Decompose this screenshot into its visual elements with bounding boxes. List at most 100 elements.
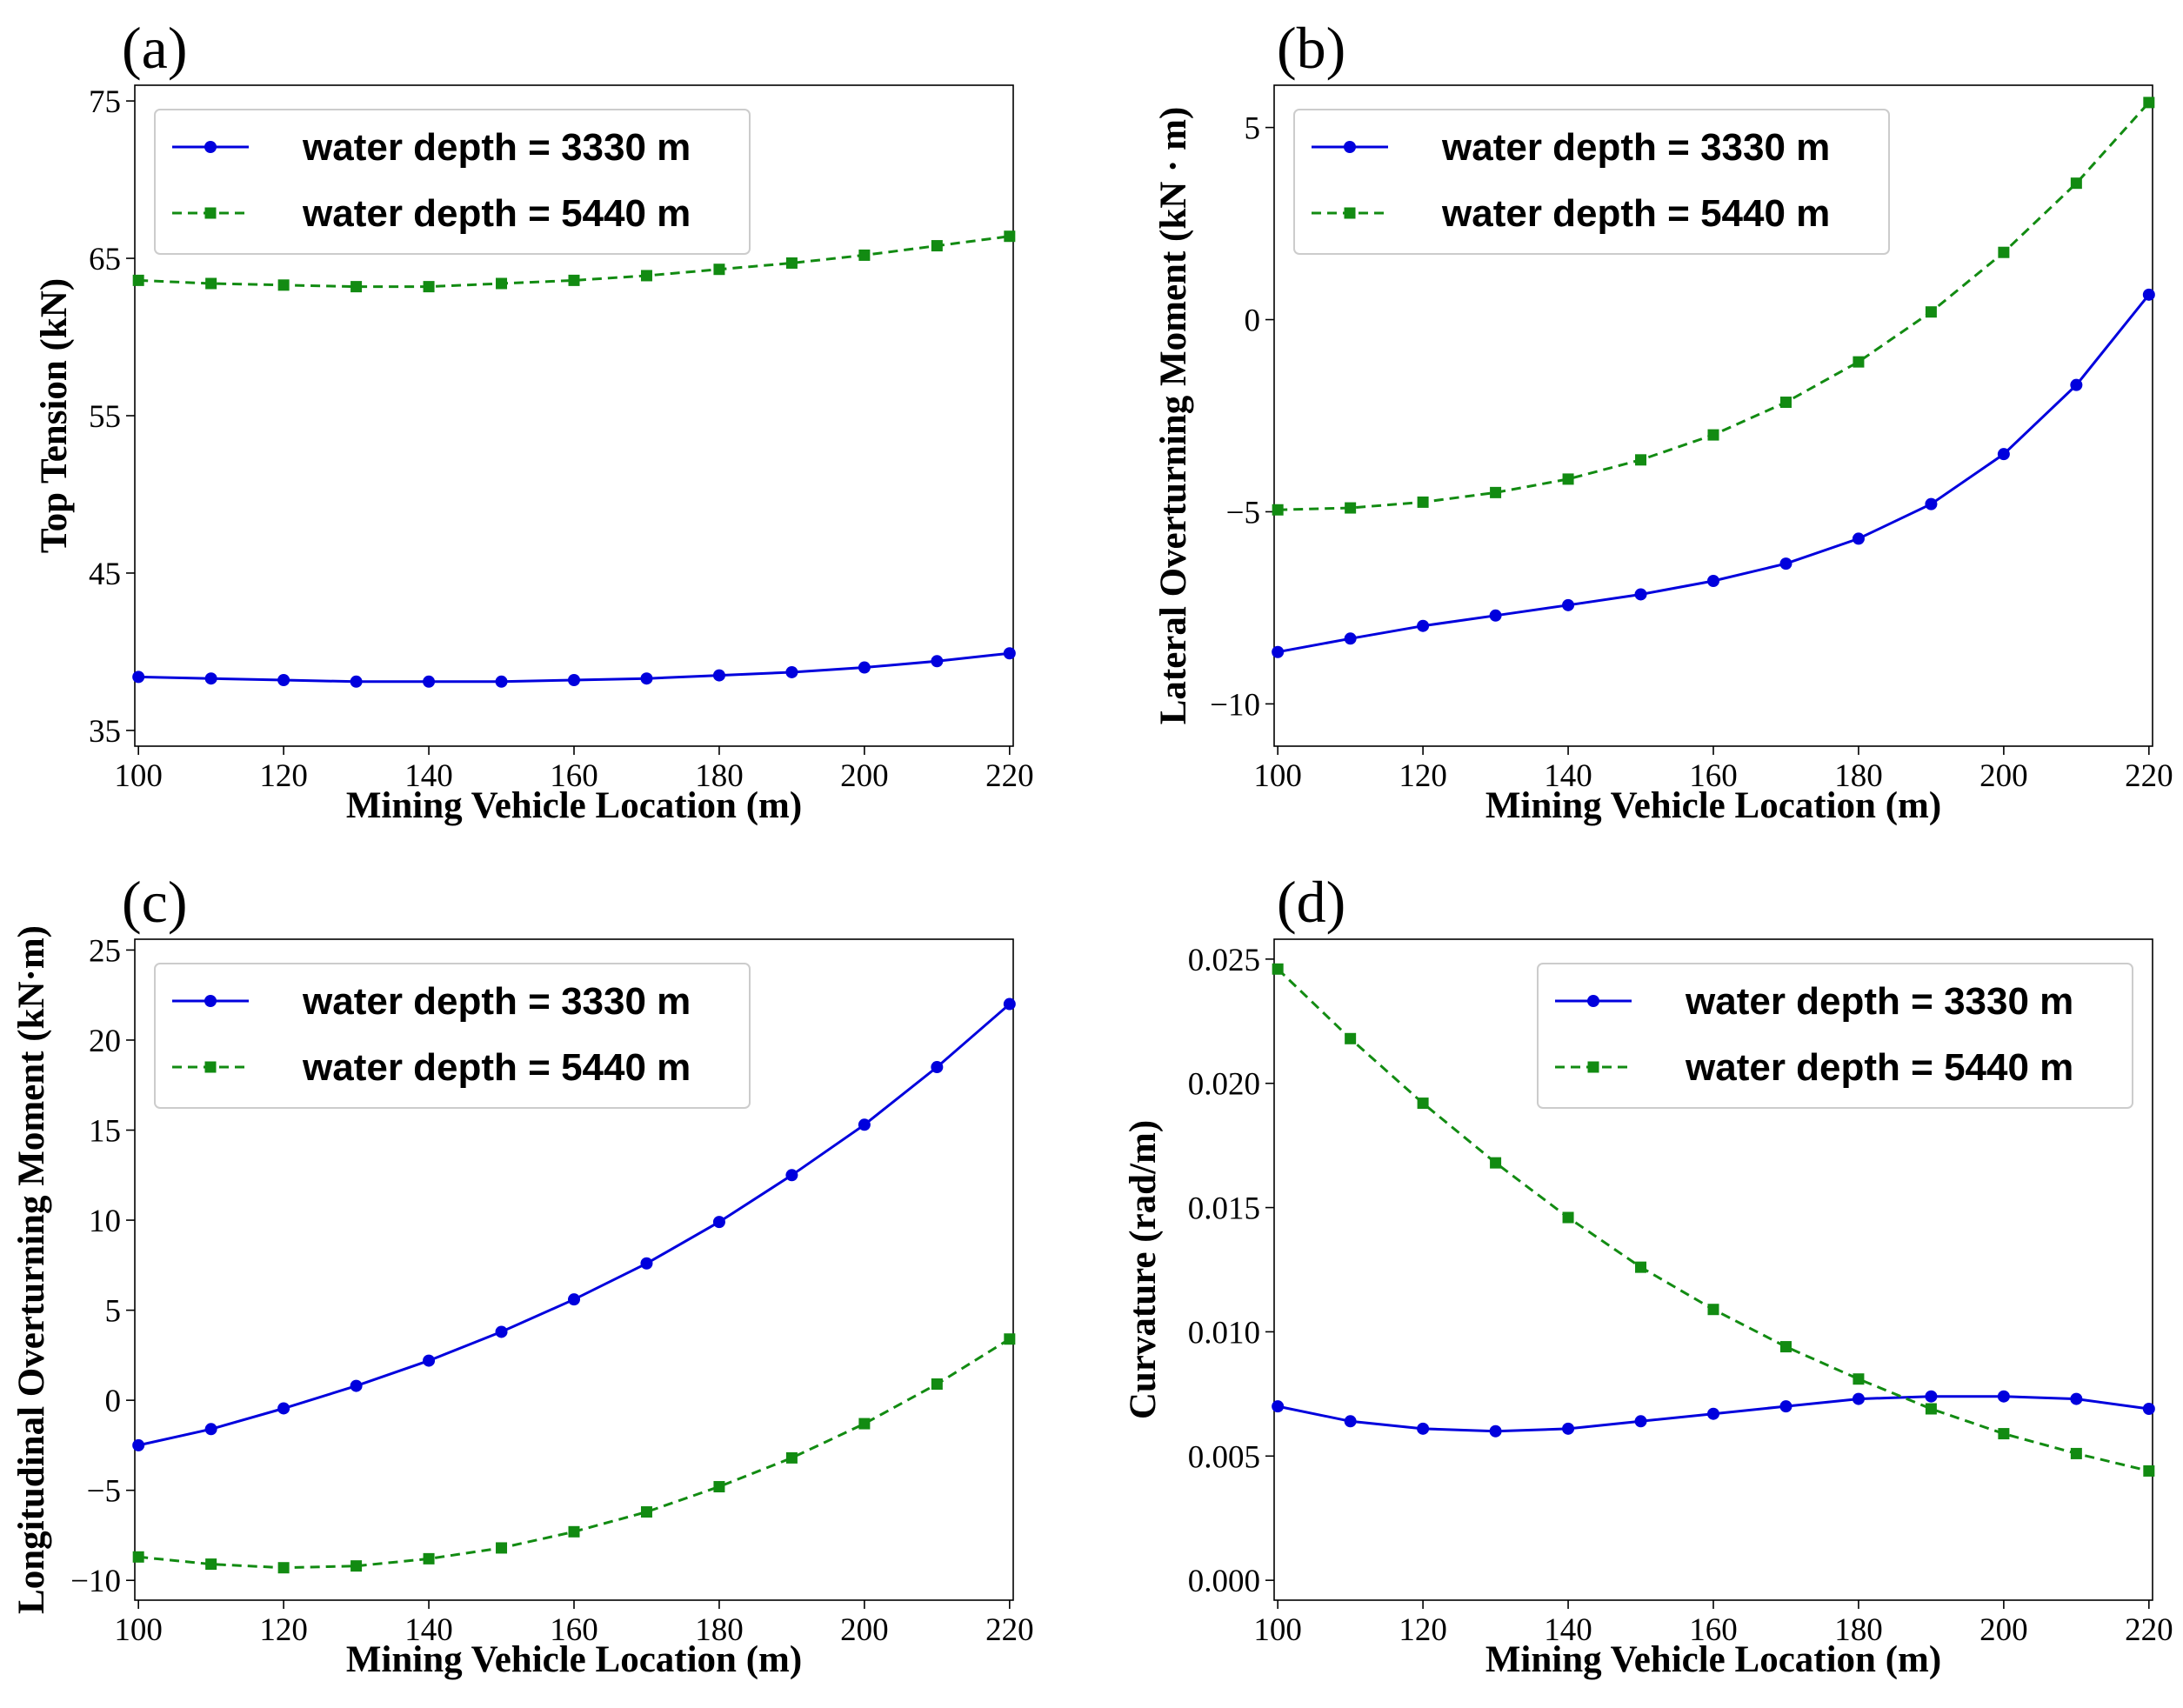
- data-point: [1272, 504, 1284, 516]
- x-tick-label: 200: [1979, 758, 2028, 794]
- x-tick-label: 100: [114, 1612, 163, 1648]
- data-point: [204, 672, 217, 685]
- x-tick-label: 180: [695, 1612, 744, 1648]
- data-point: [1003, 647, 1016, 660]
- data-point: [350, 1379, 363, 1392]
- data-point: [423, 1552, 435, 1565]
- series-line-1: [1277, 293, 2150, 654]
- data-point: [2143, 97, 2155, 109]
- x-tick-label: 180: [695, 758, 744, 794]
- y-tick-label: 5: [1245, 111, 1261, 147]
- legend: water depth = 3330 m water depth = 5440 m: [154, 963, 751, 1109]
- y-tick-label: −10: [1210, 687, 1260, 723]
- data-point: [2070, 1392, 2083, 1405]
- y-tick-label: −5: [87, 1474, 121, 1510]
- legend-box: [154, 109, 751, 255]
- data-point: [1779, 557, 1792, 570]
- data-point: [858, 249, 871, 261]
- x-tick-label: 140: [1544, 758, 1592, 794]
- data-point: [1925, 306, 1937, 318]
- data-point: [1345, 502, 1357, 514]
- data-point: [858, 1418, 871, 1430]
- panel-label: (d): [1277, 869, 1345, 935]
- data-point: [1490, 486, 1502, 498]
- chart-panel-d: 100 120 140 160 180 200 220 0.000 0.005 0.010 0.01…: [1123, 869, 2173, 1680]
- data-point: [204, 1423, 217, 1436]
- data-point: [1925, 1390, 1938, 1403]
- x-tick-label: 120: [259, 1612, 308, 1648]
- y-tick-label: 35: [89, 714, 121, 750]
- data-point: [1417, 1098, 1429, 1110]
- legend-entry-label: water depth = 3330 m: [302, 980, 691, 1023]
- legend-entry-label: water depth = 5440 m: [302, 1046, 691, 1089]
- data-point: [712, 1216, 725, 1229]
- legend-swatch-marker: [204, 141, 217, 153]
- x-tick-label: 200: [1979, 1612, 2028, 1648]
- y-axis-label: Longitudinal Overturning Moment (kN·m): [11, 925, 52, 1614]
- data-point: [1562, 1211, 1574, 1224]
- y-tick-label: 5: [105, 1294, 122, 1330]
- data-point: [568, 674, 580, 686]
- data-point: [931, 655, 944, 668]
- chart-panel-a: 100 120 140 160 180 200 220 35 45 55 65 75 Mining Ve…: [34, 15, 1034, 826]
- data-point: [568, 1525, 580, 1538]
- data-point: [1852, 1392, 1865, 1405]
- data-point: [1272, 963, 1284, 975]
- data-point: [1489, 1424, 1502, 1438]
- data-point: [205, 277, 217, 290]
- legend: water depth = 3330 m water depth = 5440 m: [154, 109, 751, 255]
- data-point: [350, 281, 363, 293]
- data-point: [640, 1257, 653, 1270]
- x-tick-label: 180: [1834, 758, 1883, 794]
- data-point: [1344, 1415, 1357, 1428]
- data-point: [2070, 177, 2082, 190]
- x-tick-label: 220: [985, 1612, 1034, 1648]
- x-tick-label: 200: [840, 1612, 889, 1648]
- y-tick-label: 0.015: [1188, 1191, 1260, 1227]
- data-point: [931, 240, 943, 252]
- data-point: [1003, 997, 1016, 1011]
- data-point: [495, 675, 508, 688]
- data-point: [1490, 1157, 1502, 1169]
- data-point: [1272, 645, 1285, 658]
- data-point: [1925, 497, 1938, 510]
- data-point: [1925, 1403, 1937, 1415]
- data-point: [640, 270, 652, 282]
- data-point: [640, 1506, 652, 1518]
- x-tick-label: 200: [840, 758, 889, 794]
- legend-swatch-marker: [204, 995, 217, 1007]
- data-point: [277, 1562, 290, 1574]
- x-tick-label: 120: [1399, 758, 1447, 794]
- data-point: [1853, 356, 1865, 368]
- y-tick-label: 0: [105, 1384, 122, 1419]
- x-axis-label: Mining Vehicle Location (m): [1485, 785, 1941, 826]
- x-axis-label: Mining Vehicle Location (m): [346, 785, 802, 826]
- legend-entry-label: water depth = 5440 m: [1441, 192, 1830, 235]
- data-point: [1004, 1333, 1016, 1345]
- chart-panel-b: 100 120 140 160 180 200 220 −10 −5 0 5 Mining Vehic…: [1153, 15, 2173, 826]
- data-point: [1489, 609, 1502, 622]
- y-tick-label: 0.020: [1188, 1067, 1260, 1103]
- x-axis-label: Mining Vehicle Location (m): [1485, 1639, 1941, 1680]
- data-point: [1345, 1032, 1357, 1044]
- data-point: [1004, 230, 1016, 243]
- y-tick-label: 15: [89, 1114, 121, 1150]
- data-point: [1707, 1407, 1719, 1420]
- y-tick-label: 0.010: [1188, 1315, 1260, 1351]
- data-point: [858, 661, 871, 674]
- data-point: [1853, 1373, 1865, 1385]
- y-tick-label: 25: [89, 933, 121, 969]
- legend-swatch-marker: [1587, 995, 1599, 1007]
- data-point: [1997, 1390, 2010, 1403]
- x-axis-label: Mining Vehicle Location (m): [346, 1639, 802, 1680]
- data-point: [1779, 397, 1792, 409]
- y-tick-label: 75: [89, 84, 121, 120]
- legend-entry-label: water depth = 5440 m: [1685, 1046, 2073, 1089]
- data-point: [931, 1378, 943, 1390]
- panel-label: (b): [1277, 15, 1345, 81]
- x-tick-label: 140: [1544, 1612, 1592, 1648]
- data-point: [1344, 632, 1357, 645]
- data-point: [1562, 598, 1575, 611]
- data-point: [713, 264, 725, 276]
